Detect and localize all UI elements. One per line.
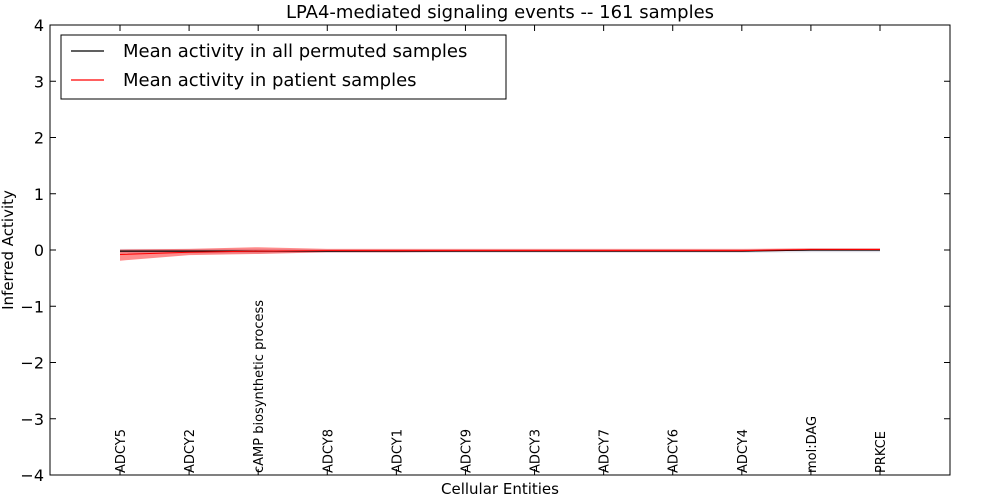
y-tick-label: 2 bbox=[34, 129, 44, 148]
y-tick-label: −4 bbox=[20, 466, 44, 485]
confidence-bands bbox=[120, 247, 880, 261]
plot-frame bbox=[49, 24, 951, 476]
y-tick-label: 4 bbox=[34, 16, 44, 35]
y-tick-label: −3 bbox=[20, 410, 44, 429]
x-tick-label: ADCY8 bbox=[321, 429, 336, 473]
y-tick-label: −1 bbox=[20, 297, 44, 316]
x-axis-label: Cellular Entities bbox=[441, 480, 559, 498]
y-axis-ticks: 4 3 2 1 0 −1 −2 −3 −4 bbox=[20, 16, 950, 485]
x-tick-label: PRKCE bbox=[874, 431, 889, 473]
y-tick-label: 3 bbox=[34, 72, 44, 91]
x-axis-ticks: ADCY5 ADCY2 cAMP biosynthetic process ADCY8… bbox=[114, 25, 889, 475]
confidence-band-1 bbox=[120, 247, 880, 261]
series-line-1 bbox=[119, 248, 880, 255]
y-tick-label: −2 bbox=[20, 354, 44, 373]
y-tick-label: 1 bbox=[34, 185, 44, 204]
x-tick-label: ADCY4 bbox=[736, 429, 751, 473]
x-tick-label: cAMP biosynthetic process bbox=[252, 300, 267, 473]
legend-label-patient: Mean activity in patient samples bbox=[123, 70, 417, 91]
x-tick-label: ADCY7 bbox=[598, 429, 613, 473]
x-tick-label: ADCY9 bbox=[459, 429, 474, 473]
legend-box bbox=[60, 34, 507, 100]
legend: Mean activity in all permuted samples Me… bbox=[60, 34, 507, 100]
legend-label-permuted: Mean activity in all permuted samples bbox=[123, 41, 467, 62]
x-tick-label: ADCY5 bbox=[114, 429, 129, 473]
x-tick-label: ADCY3 bbox=[529, 429, 544, 473]
series-lines bbox=[119, 248, 880, 255]
x-tick-label: ADCY2 bbox=[183, 429, 198, 473]
y-tick-label: 0 bbox=[34, 241, 44, 260]
y-axis-label: Inferred Activity bbox=[0, 190, 17, 310]
x-tick-label: mol:DAG bbox=[805, 416, 820, 473]
x-tick-label: ADCY6 bbox=[667, 429, 682, 473]
x-tick-label: ADCY1 bbox=[390, 429, 405, 473]
chart-title: LPA4-mediated signaling events -- 161 sa… bbox=[286, 2, 714, 23]
